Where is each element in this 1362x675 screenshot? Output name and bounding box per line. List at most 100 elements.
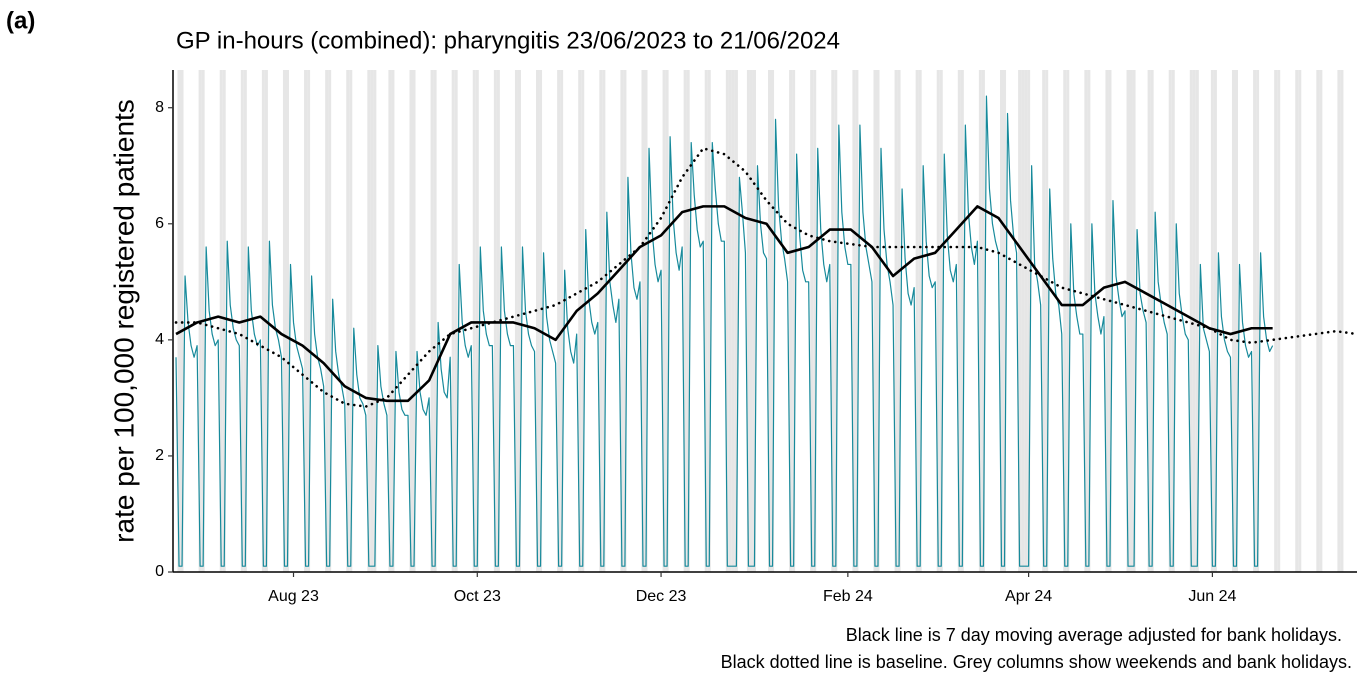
weekend-column [1277, 70, 1281, 572]
note: Black dotted line is baseline. Grey colu… [721, 652, 1352, 672]
weekend-column [388, 70, 392, 572]
weekend-column [704, 70, 708, 572]
weekend-column [475, 70, 479, 572]
weekend-column [810, 70, 814, 572]
weekend-column [1213, 70, 1217, 572]
weekend-column [978, 70, 982, 572]
weekend-column [1105, 70, 1109, 572]
weekend-column [683, 70, 687, 572]
bank-holiday-column [1018, 70, 1022, 572]
weekend-column [725, 70, 729, 572]
weekend-column [409, 70, 413, 572]
weekend-column [1231, 70, 1235, 572]
weekend-column [894, 70, 898, 572]
bank-holiday-column [373, 70, 377, 572]
weekend-column [412, 70, 416, 572]
series-line [174, 147, 1359, 408]
y-axis-label: rate per 100,000 registered patients [108, 99, 139, 543]
weekend-column [1063, 70, 1067, 572]
weekend-column [536, 70, 540, 572]
weekend-column [1256, 70, 1260, 572]
weekend-column [1024, 70, 1028, 572]
x-tick-label: Aug 23 [268, 588, 319, 605]
weekend-column [1168, 70, 1172, 572]
weekend-column [430, 70, 434, 572]
bank-holiday-column [1027, 70, 1031, 572]
weekend-column [728, 70, 732, 572]
weekend-column [496, 70, 500, 572]
weekend-column [1108, 70, 1112, 572]
weekend-column [514, 70, 518, 572]
bank-holiday-column [734, 70, 738, 572]
weekend-column [261, 70, 265, 572]
weekend-column [370, 70, 374, 572]
weekend-column [1319, 70, 1323, 572]
weekend-column [1129, 70, 1133, 572]
y-tick-label: 0 [155, 563, 164, 580]
weekend-column [1084, 70, 1088, 572]
weekend-column [623, 70, 627, 572]
weekend-column [1253, 70, 1257, 572]
weekend-column [539, 70, 543, 572]
weekend-column [1171, 70, 1175, 572]
series-line [175, 205, 1273, 403]
bank-holiday-column [731, 70, 735, 572]
weekend-column [517, 70, 521, 572]
weekend-column [1066, 70, 1070, 572]
weekend-column [1337, 70, 1341, 572]
weekend-column [981, 70, 985, 572]
note: Black line is 7 day moving average adjus… [846, 625, 1342, 645]
weekend-column [1189, 70, 1193, 572]
weekend-column [1274, 70, 1278, 572]
weekend-column [789, 70, 793, 572]
weekend-column [391, 70, 395, 572]
weekend-column [707, 70, 711, 572]
weekend-column [560, 70, 564, 572]
weekend-column [1126, 70, 1130, 572]
weekend-column [771, 70, 775, 572]
y-tick-label: 6 [155, 215, 164, 232]
weekend-column [852, 70, 856, 572]
weekend-column [602, 70, 606, 572]
weekend-column [451, 70, 455, 572]
weekend-column [768, 70, 772, 572]
weekend-column [644, 70, 648, 572]
weekend-column [1147, 70, 1151, 572]
weekend-column [285, 70, 289, 572]
x-tick-label: Jun 24 [1188, 588, 1236, 605]
weekend-column [918, 70, 922, 572]
weekend-column [367, 70, 371, 572]
x-tick-label: Apr 24 [1005, 588, 1052, 605]
weekend-column [454, 70, 458, 572]
weekend-column [834, 70, 838, 572]
weekend-column [1087, 70, 1091, 572]
weekend-column [792, 70, 796, 572]
weekend-column [665, 70, 669, 572]
weekend-column [1150, 70, 1154, 572]
weekend-column [873, 70, 877, 572]
weekend-column [349, 70, 353, 572]
weekend-column [1042, 70, 1046, 572]
weekend-column [578, 70, 582, 572]
weekend-column [307, 70, 311, 572]
x-tick-label: Oct 23 [454, 588, 501, 605]
weekend-column [999, 70, 1004, 572]
weekend-column [328, 70, 332, 572]
weekend-column [831, 70, 835, 572]
weekend-column [915, 70, 919, 572]
weekend-column [939, 70, 943, 572]
weekend-column [746, 70, 750, 572]
weekend-column [304, 70, 308, 572]
weekend-column [472, 70, 476, 572]
weekend-column [749, 70, 753, 572]
weekend-column [876, 70, 880, 572]
x-tick-label: Dec 23 [636, 588, 687, 605]
weekend-column [1340, 70, 1344, 572]
chart-title: GP in-hours (combined): pharyngitis 23/0… [176, 27, 840, 54]
weekend-column [282, 70, 286, 572]
weekend-column [1021, 70, 1025, 572]
weekend-column [662, 70, 666, 572]
bank-holiday-column [1132, 70, 1136, 572]
weekend-column [897, 70, 901, 572]
